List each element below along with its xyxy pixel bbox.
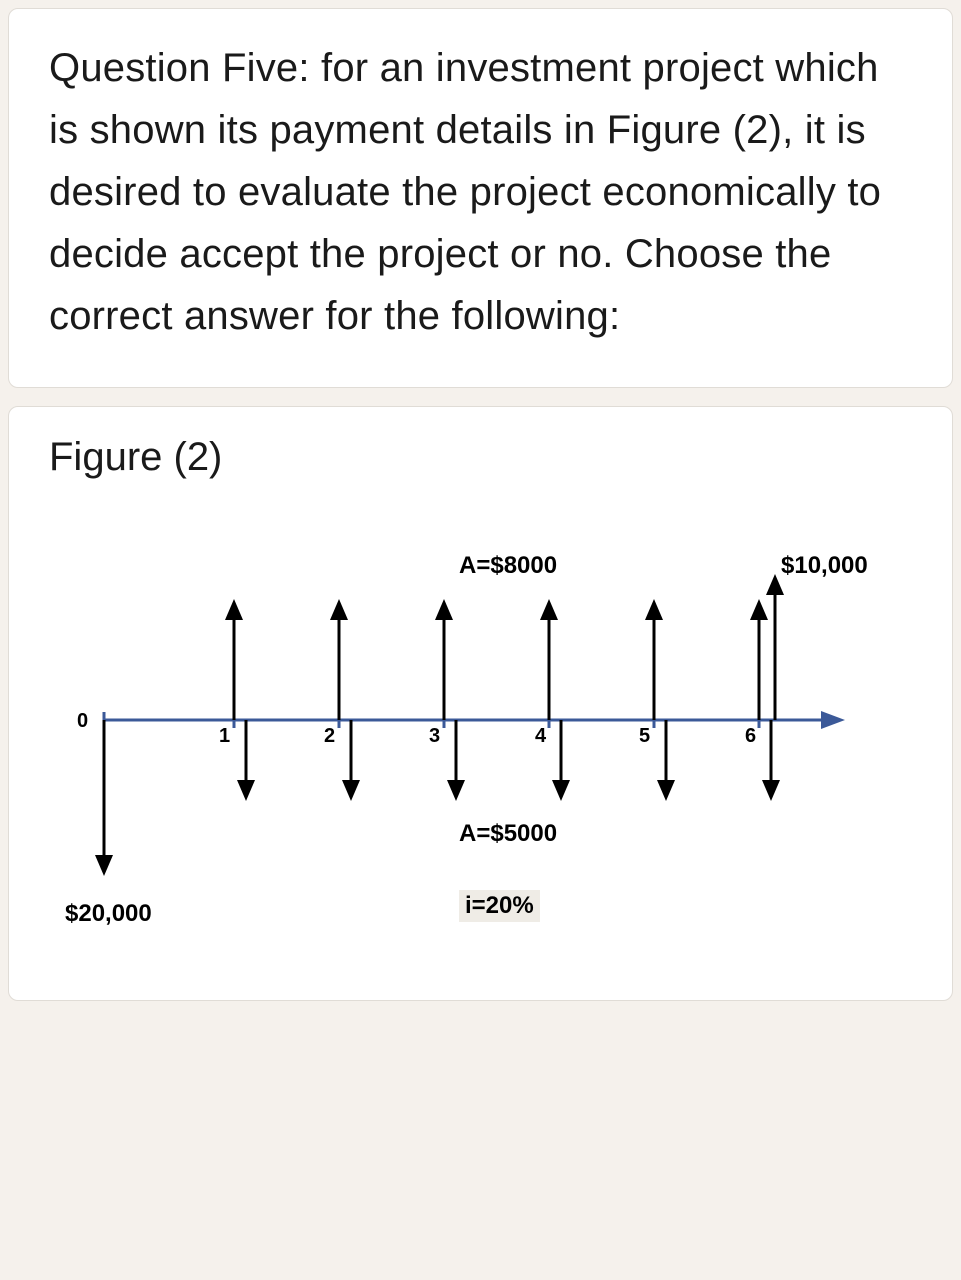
cashflow-diagram: A=$8000 $10,000 A=$5000 $20,000 i=20% 0 …	[59, 530, 879, 960]
tick-1: 1	[219, 725, 230, 748]
tick-5: 5	[639, 725, 650, 748]
label-a8000: A=$8000	[459, 552, 557, 580]
figure-title: Figure (2)	[49, 435, 912, 480]
figure-card: Figure (2) A=$8000 $10,000 A=$5000 $20,0…	[8, 406, 953, 1001]
tick-4: 4	[535, 725, 546, 748]
label-10000: $10,000	[781, 552, 868, 580]
tick-0: 0	[77, 710, 88, 733]
tick-2: 2	[324, 725, 335, 748]
label-rate: i=20%	[459, 890, 540, 922]
question-text: Question Five: for an investment project…	[49, 37, 912, 347]
question-card: Question Five: for an investment project…	[8, 8, 953, 388]
label-a5000: A=$5000	[459, 820, 557, 848]
tick-3: 3	[429, 725, 440, 748]
label-20000: $20,000	[65, 900, 152, 928]
tick-6: 6	[745, 725, 756, 748]
